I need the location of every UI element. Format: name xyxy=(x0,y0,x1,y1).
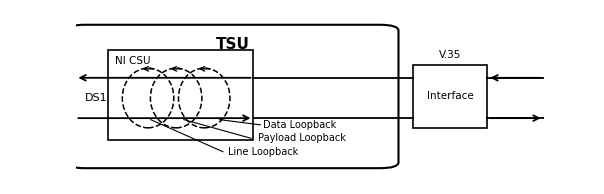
FancyBboxPatch shape xyxy=(66,25,399,168)
Text: Interface: Interface xyxy=(426,92,474,101)
Text: NI CSU: NI CSU xyxy=(115,56,151,66)
Text: DS1: DS1 xyxy=(85,93,108,103)
Bar xyxy=(108,50,254,140)
Text: Line Loopback: Line Loopback xyxy=(228,147,298,157)
Text: Payload Loopback: Payload Loopback xyxy=(258,133,346,143)
Text: V.35: V.35 xyxy=(439,50,461,60)
Bar xyxy=(413,65,487,128)
Text: Data Loopback: Data Loopback xyxy=(263,120,336,130)
Text: TSU: TSU xyxy=(216,37,249,52)
